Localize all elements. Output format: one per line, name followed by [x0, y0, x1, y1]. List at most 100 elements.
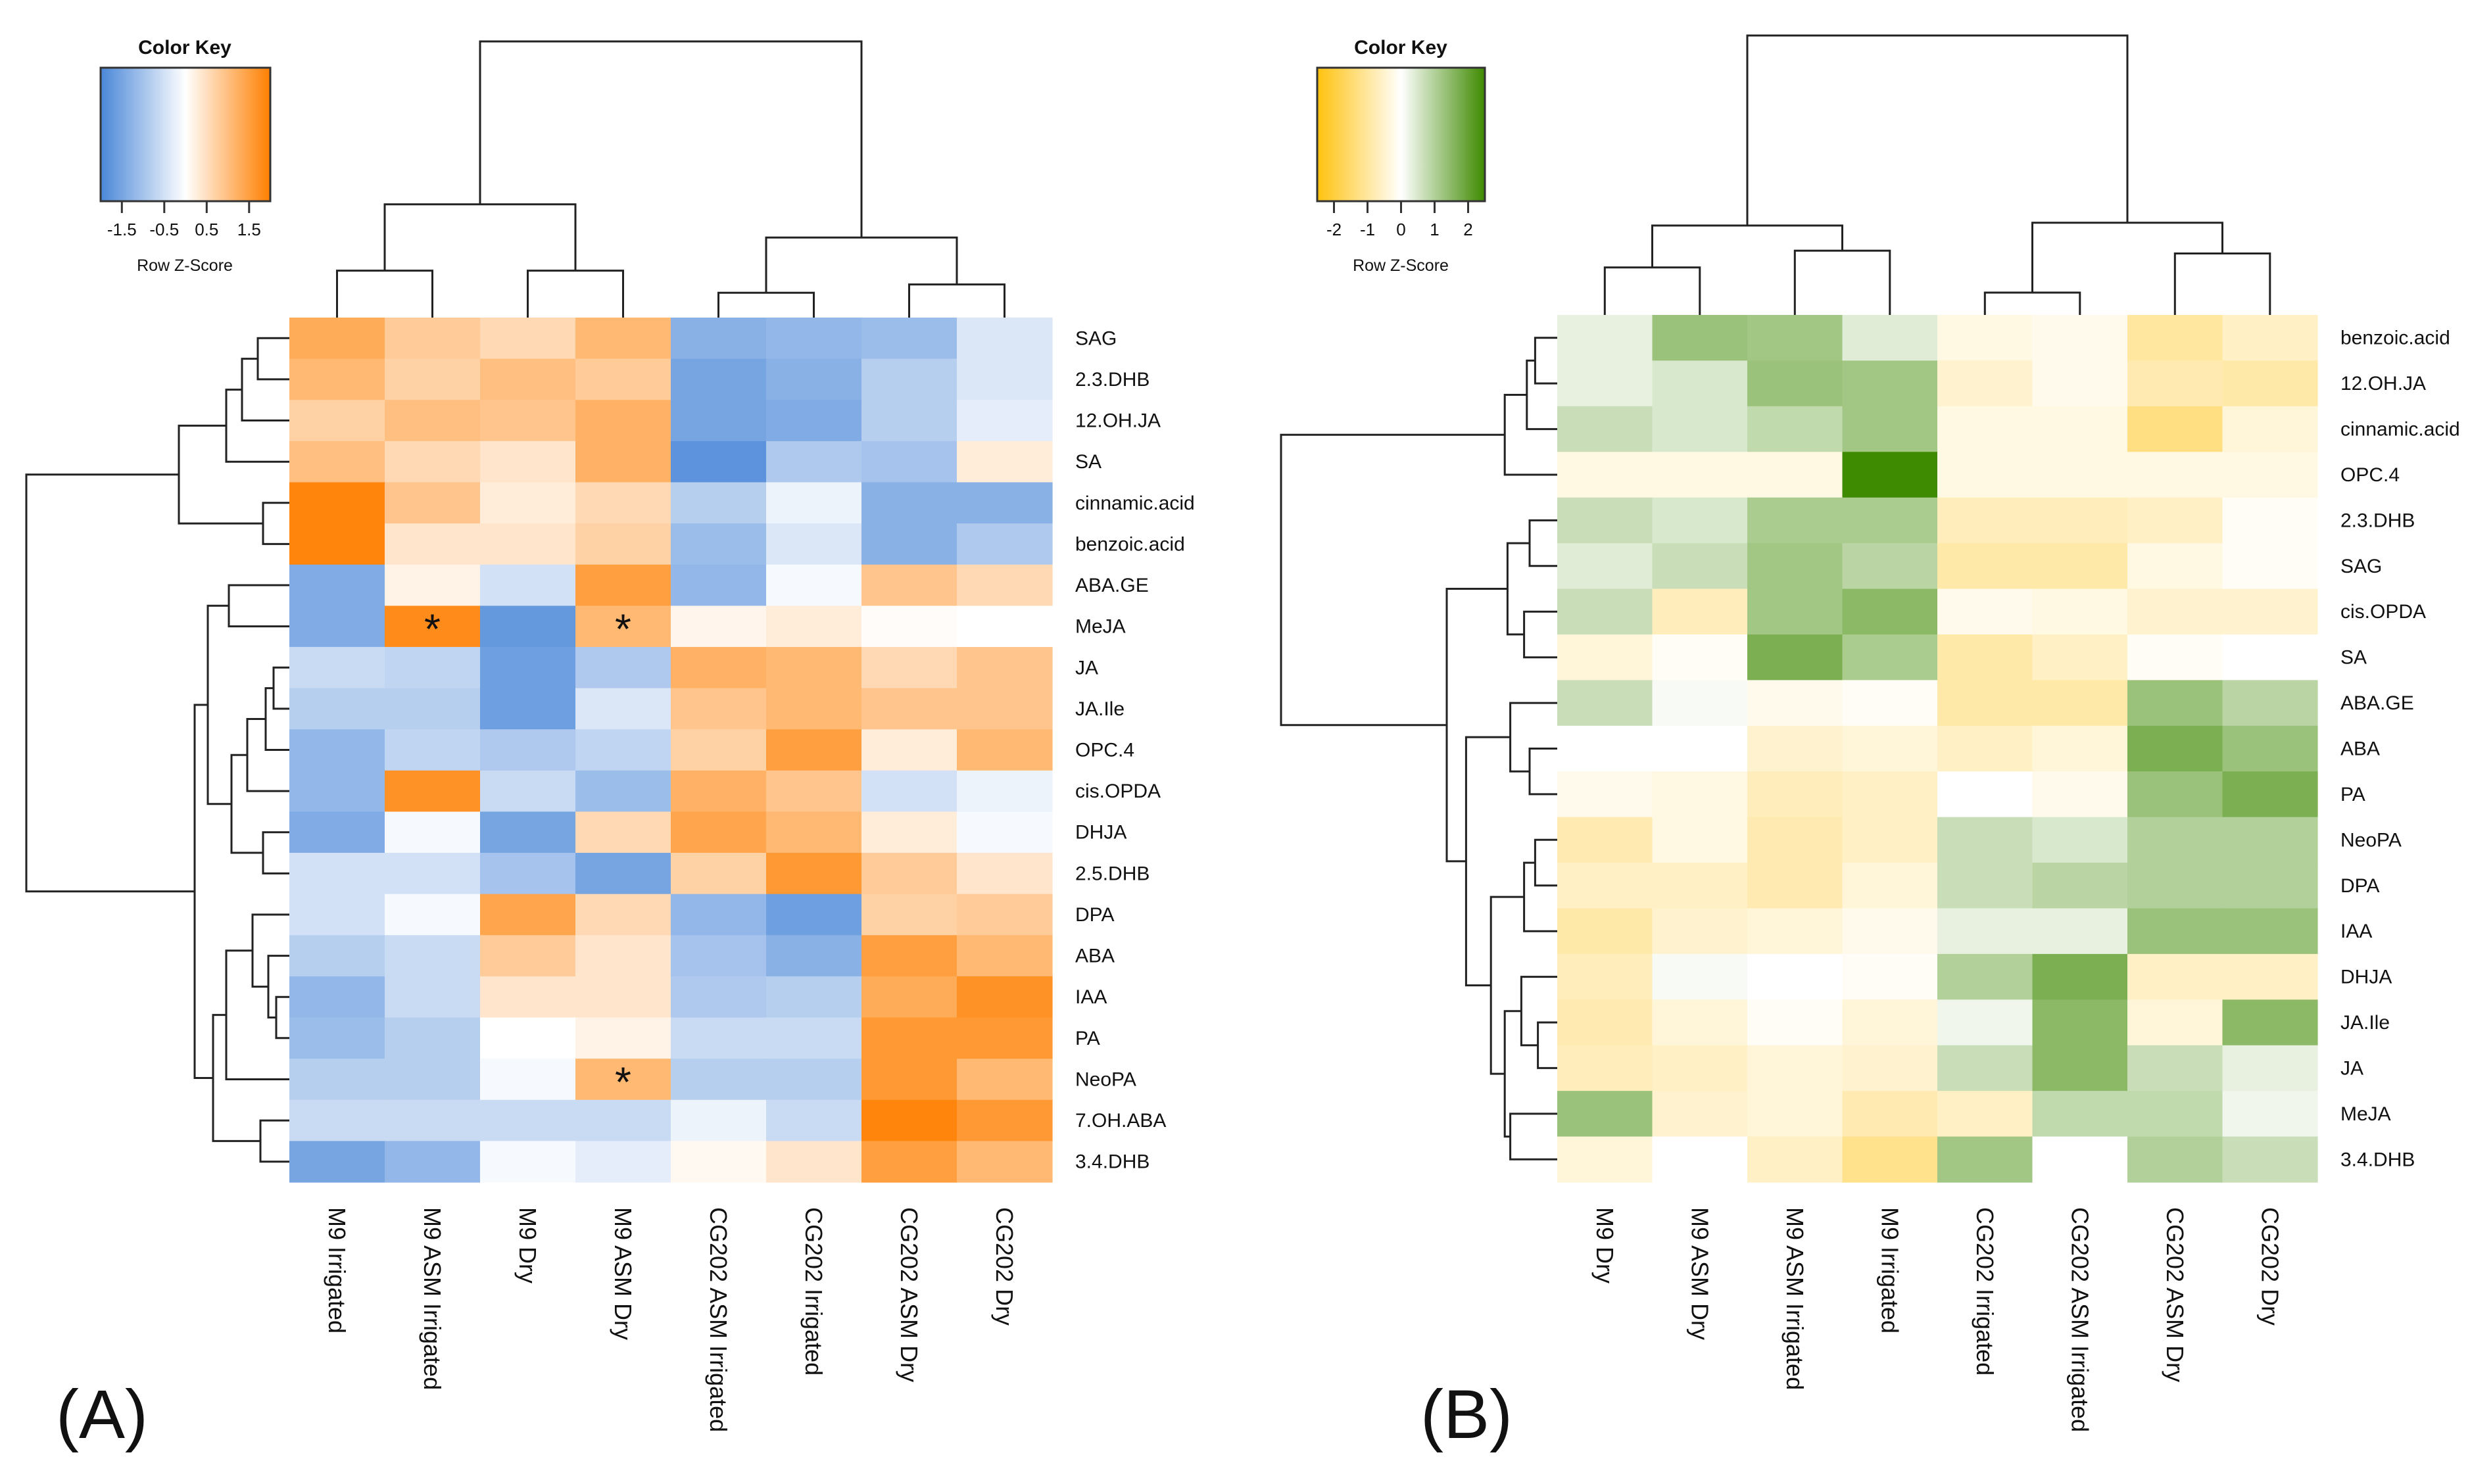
heatmap-cell: [2127, 863, 2223, 909]
heatmap-cell: [957, 646, 1053, 689]
heatmap-cell: [1557, 1136, 1653, 1183]
heatmap-cell: [1937, 1136, 2033, 1183]
heatmap-cell: [2032, 863, 2128, 909]
color-key-tick-label: -1: [1360, 220, 1375, 239]
heatmap-cell: [957, 400, 1053, 442]
heatmap-cell: [671, 811, 767, 853]
heatmap-cell: [385, 688, 481, 730]
heatmap-cell: [1557, 725, 1653, 772]
heatmap-cell: [957, 1099, 1053, 1141]
heatmap-cell: [766, 646, 862, 689]
heatmap-cell: [766, 1017, 862, 1059]
heatmap-cell: [1557, 817, 1653, 863]
column-label: M9 Irrigated: [1876, 1207, 1903, 1333]
heatmap-cell: [766, 935, 862, 977]
row-label: DHJA: [2340, 967, 2392, 988]
heatmap-cell: [861, 564, 957, 606]
heatmap-cell: [1557, 863, 1653, 909]
heatmap-cell: [1652, 634, 1748, 681]
heatmap-cell: [385, 935, 481, 977]
heatmap-cell: [1557, 452, 1653, 498]
heatmap-cell: [289, 853, 385, 895]
heatmap-cell: [671, 853, 767, 895]
heatmap-cell: [861, 688, 957, 730]
heatmap-cell: [289, 1099, 385, 1141]
heatmap-cell: [2032, 908, 2128, 955]
heatmap-cell: [480, 976, 576, 1018]
heatmap-cell: [385, 1099, 481, 1141]
heatmap-cell: [766, 853, 862, 895]
heatmap-cell: [2032, 953, 2128, 1000]
heatmap-cell: [957, 564, 1053, 606]
heatmap-cell: [1652, 999, 1748, 1046]
heatmap-cell: [861, 318, 957, 360]
heatmap-cell: [2032, 680, 2128, 727]
heatmap-cell: [957, 770, 1053, 813]
color-key-gradient: [1316, 66, 1486, 203]
heatmap-cell: [2127, 817, 2223, 863]
heatmap-cell: [1747, 863, 1843, 909]
heatmap-cell: [766, 1099, 862, 1141]
heatmap-cell: [289, 976, 385, 1018]
heatmap-cell: [1937, 863, 2033, 909]
row-label: 3.4.DHB: [2340, 1149, 2415, 1170]
heatmap-cell: [575, 811, 671, 853]
heatmap-cell: [2032, 452, 2128, 498]
heatmap-cell: [766, 482, 862, 524]
heatmap-cell: [1842, 634, 1938, 681]
panel-b: Color Key -2 -1 0 1 2 Row Z-Score benzoic.ac…: [1280, 34, 2460, 1453]
heatmap-cell: [575, 400, 671, 442]
color-key-tick-label: -2: [1326, 220, 1342, 239]
heatmap-cell: [671, 523, 767, 565]
heatmap-cell: [1747, 497, 1843, 544]
heatmap-cell: [957, 1141, 1053, 1183]
heatmap-cell: [1747, 406, 1843, 452]
heatmap-cell: [957, 523, 1053, 565]
heatmap-cell: [1652, 771, 1748, 818]
heatmap-cell: [385, 564, 481, 606]
heatmap-cell: [1937, 543, 2033, 590]
row-label: 12.OH.JA: [2340, 373, 2426, 395]
row-dendrogram: [1280, 337, 1557, 1161]
heatmap-cell: [2032, 497, 2128, 544]
heatmap-cell: [1842, 588, 1938, 635]
heatmap-cell: [861, 441, 957, 483]
dendrogram-branch: [479, 40, 863, 238]
heatmap-cell: [861, 1017, 957, 1059]
heatmap-cell: [289, 1059, 385, 1101]
heatmap-cell: [2032, 725, 2128, 772]
column-label: CG202 ASM Dry: [2162, 1207, 2189, 1382]
heatmap-cell: [1557, 680, 1653, 727]
row-labels: SAG 2.3.DHB 12.OH.JA SA cinnamic.acid benzoic…: [1075, 327, 1195, 1172]
heatmap-cell: [480, 1141, 576, 1183]
heatmap-cell: [2127, 1045, 2223, 1091]
color-key-label: Row Z-Score: [1353, 256, 1449, 275]
heatmap-cell: [1937, 406, 2033, 452]
heatmap-cell: [766, 564, 862, 606]
heatmap-cell: [575, 894, 671, 936]
row-dendrogram: [25, 337, 289, 1163]
heatmap-cell: [766, 976, 862, 1018]
heatmap-cell: [1747, 543, 1843, 590]
dendrogram-branch: [25, 473, 195, 893]
row-label: PA: [1075, 1028, 1100, 1049]
heatmap-cell: [957, 894, 1053, 936]
row-label: 2.5.DHB: [1075, 863, 1150, 884]
heatmap-cell: [480, 729, 576, 771]
column-label: M9 Dry: [514, 1207, 541, 1283]
heatmap-cell: [2127, 680, 2223, 727]
heatmap-cell: [2127, 953, 2223, 1000]
row-label: IAA: [2340, 921, 2372, 942]
heatmap-cell: [480, 400, 576, 442]
heatmap-cell: [671, 935, 767, 977]
heatmap-cell: [1557, 1091, 1653, 1137]
heatmap-cell: [2032, 817, 2128, 863]
heatmap-cell: [289, 358, 385, 400]
heatmap-cell: [1842, 1091, 1938, 1137]
heatmap-cell: [1937, 771, 2033, 818]
row-label: 12.OH.JA: [1075, 410, 1161, 432]
heatmap-cell: [671, 564, 767, 606]
heatmap-cell: [2127, 315, 2223, 362]
significance-marker: *: [424, 606, 441, 653]
heatmap-cell: [766, 688, 862, 730]
